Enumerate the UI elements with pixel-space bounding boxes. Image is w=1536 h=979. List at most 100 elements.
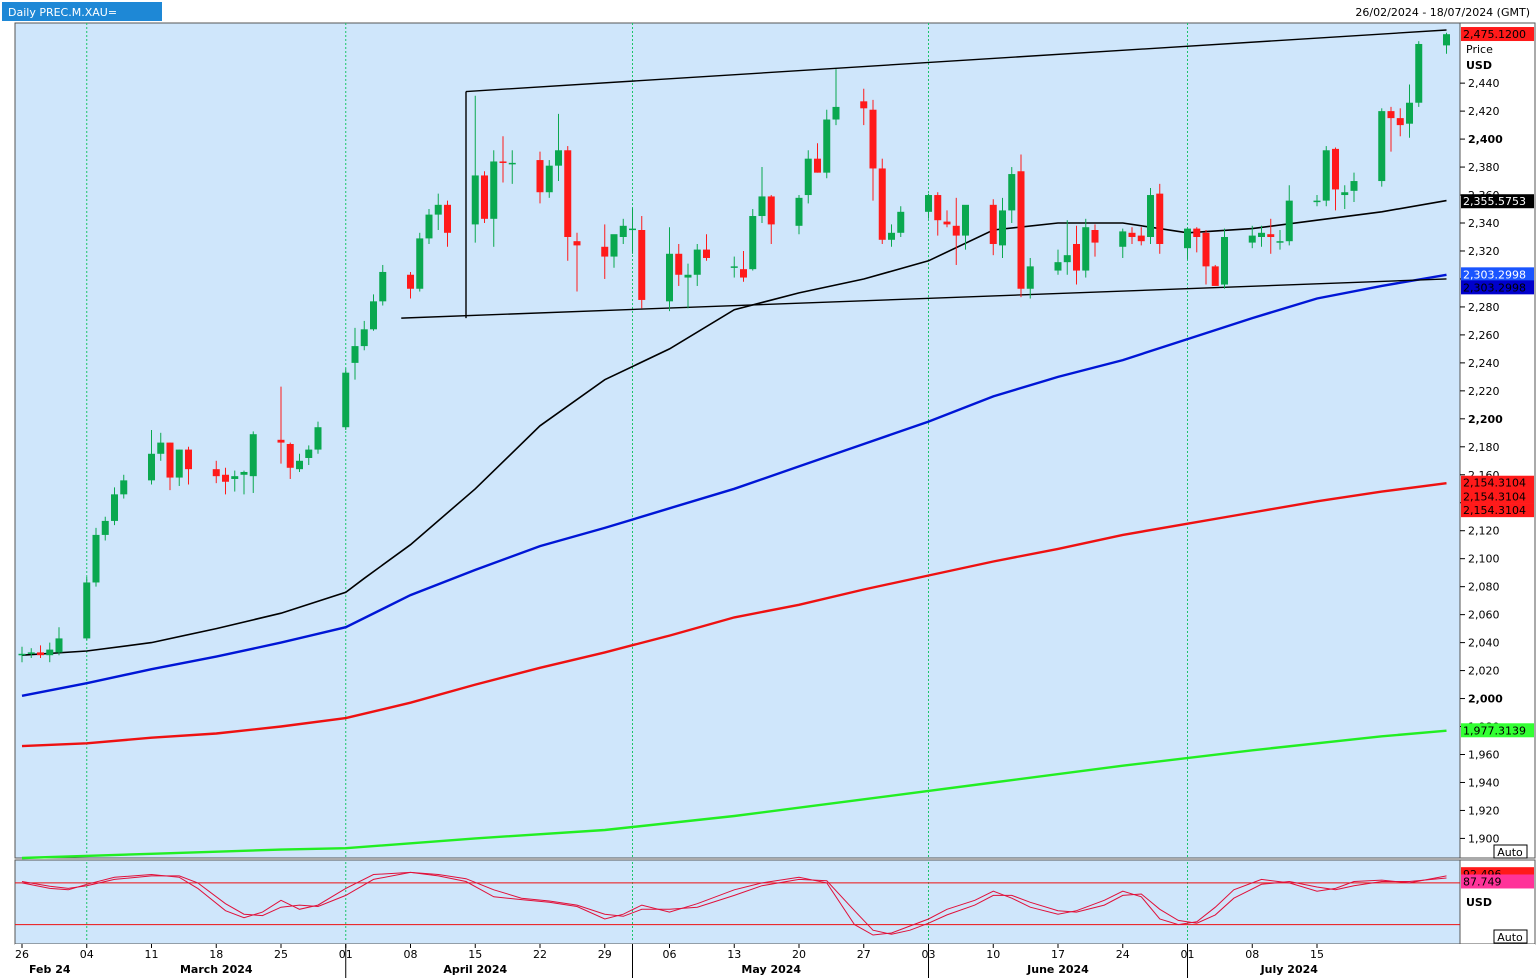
candle-body [1137,235,1145,242]
moving-average-line [21,482,1447,748]
x-day-label: 15 [468,948,482,961]
price-tag-label: 2,303.2998 [1463,281,1526,294]
price-tag-label: 1,977.3139 [1463,724,1526,737]
candle-body [175,449,183,478]
candle-body [120,480,128,495]
candle-body [555,150,562,166]
chart-title: Daily PREC.M.XAU= [8,6,117,19]
price-tick-label: 2,340 [1468,217,1500,230]
x-day-label: 27 [857,948,871,961]
candle-body [934,195,942,221]
candle-body [1350,181,1358,191]
price-tag-box [1461,489,1534,504]
candle-body [1406,102,1413,124]
candle-body [425,214,433,239]
candle-body [407,274,414,289]
candle-body [508,162,516,165]
candle-body [823,119,831,173]
candle-body [536,160,544,193]
candle-body [758,196,766,217]
candle-body [545,165,553,193]
candle-body [675,253,683,275]
candle-body [379,271,387,302]
candle-body [767,196,775,225]
candle-body [795,197,803,226]
chart-title-box [2,2,162,21]
x-day-label: 06 [663,948,677,961]
x-day-label: 20 [792,948,806,961]
osc-auto-label[interactable]: Auto [1497,931,1523,944]
price-tag-box [1461,723,1534,738]
candle-body [46,649,54,656]
candle-body [1128,232,1136,237]
candle-body [1378,111,1386,182]
candle-body [999,210,1006,246]
candle-body [416,238,424,289]
price-tick-label: 2,120 [1468,525,1500,538]
candle-body [1332,148,1339,190]
candle-body [1063,255,1071,263]
candle-body [1054,262,1062,271]
candle-body [564,150,572,237]
candle-body [943,221,951,225]
price-auto-button[interactable] [1493,844,1528,859]
x-day-label: 25 [274,948,288,961]
candle-body [351,346,359,363]
x-day-label: 11 [145,948,159,961]
price-tag-label: 2,475.1200 [1463,28,1526,41]
moving-average-line [21,729,1447,860]
price-tick-label: 2,240 [1468,357,1500,370]
x-day-label: 04 [80,948,94,961]
oscillator-plot-area [14,859,1461,945]
candle-body [1221,236,1228,285]
osc-axis-unit: USD [1466,896,1492,909]
oscillator-line [21,871,1447,935]
header-bar [0,0,1536,23]
x-day-label: 22 [533,948,547,961]
price-tag-box [1461,503,1534,518]
candle-body [240,471,248,475]
date-range: 26/02/2024 - 18/07/2024 (GMT) [1355,6,1530,19]
candle-body [471,175,479,225]
x-day-label: 08 [404,948,418,961]
x-day-label: 29 [598,948,612,961]
candle-body [1211,266,1219,286]
candle-body [1017,171,1025,289]
candle-body [703,249,710,258]
candle-body [1156,193,1164,244]
candle-body [1267,234,1275,237]
candle-body [1285,200,1293,242]
candle-body [157,442,165,454]
price-tag-box [1461,27,1534,42]
x-month-label: July 2024 [1260,963,1319,976]
candle-body [286,443,294,468]
candle-body [148,453,155,481]
x-day-label: 08 [1245,948,1259,961]
price-auto-label[interactable]: Auto [1497,846,1523,859]
candle-body [342,372,350,428]
candle-body [1341,192,1349,196]
candle-body [1313,200,1321,203]
price-tick-label: 2,080 [1468,581,1500,594]
candle-body [730,266,738,268]
price-tag-label: 2,154.3104 [1463,504,1526,517]
price-tick-label: 1,920 [1468,804,1500,817]
candle-body [1396,118,1404,126]
trend-line [401,278,1447,319]
price-tick-label: 2,040 [1468,637,1500,650]
candle-body [888,232,895,240]
price-tag-box [1461,267,1534,282]
candle-body [925,195,932,212]
candle-body [684,274,692,278]
candle-body [490,161,498,219]
x-day-label: 17 [1051,948,1065,961]
price-tick-label: 2,400 [1468,133,1503,146]
candle-body [1276,241,1284,243]
candle-body [83,582,91,639]
osc-auto-button[interactable] [1493,929,1528,944]
candle-body [305,449,313,458]
candle-body [666,253,673,302]
price-tick-label: 2,280 [1468,301,1500,314]
candle-body [1258,232,1265,237]
x-month-label: March 2024 [180,963,253,976]
